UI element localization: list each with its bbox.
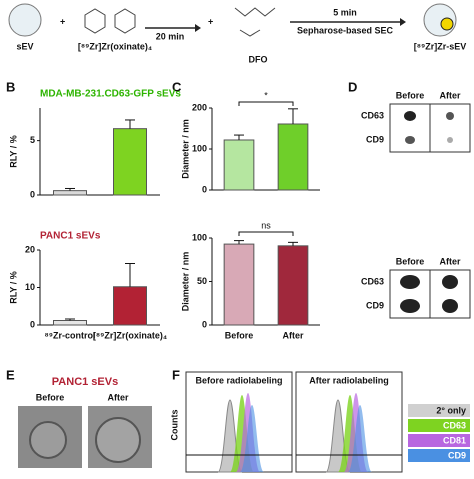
blot-dot	[405, 136, 415, 144]
y-tick-label: 200	[192, 102, 207, 112]
scheme-label: [⁸⁹Zr]Zr(oxinate)₄	[78, 41, 152, 51]
axis-title: Diameter / nm	[180, 119, 190, 179]
panel-letter: F	[172, 367, 180, 382]
tem: PANC1 sEVs Before After	[18, 376, 152, 468]
blot-dot	[400, 299, 420, 313]
plus: +	[60, 16, 65, 26]
vesicle	[29, 421, 67, 459]
blot-dot	[442, 275, 458, 289]
legend-swatch	[408, 449, 470, 462]
y-tick-label: 20	[25, 244, 35, 254]
tem-title: PANC1 sEVs	[52, 376, 118, 388]
y-tick-label: 100	[192, 232, 207, 242]
flow-label: Before radiolabeling	[195, 375, 282, 385]
y-tick-label: 0	[202, 184, 207, 194]
blot-dot	[400, 275, 420, 289]
sev-icon	[8, 3, 42, 37]
tem-label: Before	[36, 392, 65, 402]
plus: +	[208, 16, 213, 26]
panel-letter: E	[6, 367, 15, 382]
legend-label: CD63	[443, 420, 466, 430]
legend-swatch	[408, 404, 470, 417]
axis-title: Diameter / nm	[180, 252, 190, 312]
panel-letter: D	[348, 79, 357, 94]
bar	[277, 123, 309, 191]
radio-icon	[440, 17, 454, 31]
annotation: *	[264, 90, 268, 100]
x-tick-label: Before	[225, 330, 254, 340]
annotation: ns	[261, 220, 271, 230]
panel-letter: C	[172, 79, 182, 94]
x-tick-label: ⁸⁹Zr-control	[44, 330, 95, 340]
arrow-head	[400, 18, 406, 26]
bar	[53, 320, 87, 326]
axis-title: RLY / %	[8, 135, 18, 168]
tem-label: After	[107, 392, 128, 402]
scheme: sEV + [⁸⁹Zr]Zr(oxinate)₄ 20 min + DFO 5 …	[8, 3, 467, 64]
panel-letter: B	[6, 79, 15, 94]
legend-swatch	[408, 434, 470, 447]
blot-label: CD63	[361, 276, 384, 286]
bar	[223, 243, 255, 326]
blot-label: After	[439, 256, 460, 266]
y-tick-label: 10	[25, 282, 35, 292]
vesicle	[95, 417, 141, 463]
blot-label: CD9	[366, 300, 384, 310]
y-tick-label: 0	[30, 189, 35, 199]
y-tick-label: 0	[30, 319, 35, 329]
legend-label: CD81	[443, 435, 466, 445]
arrow-head	[195, 24, 201, 32]
x-tick-label: After	[282, 330, 303, 340]
bar	[113, 128, 147, 196]
axis-title: Counts	[169, 410, 179, 441]
bar	[113, 286, 147, 326]
flow-label: After radiolabeling	[309, 375, 389, 385]
scheme-label: Sepharose-based SEC	[297, 25, 394, 35]
blot-label: Before	[396, 256, 425, 266]
scheme-label: 5 min	[333, 7, 357, 17]
bar	[223, 139, 255, 191]
blot-dot	[446, 112, 454, 120]
dfo-icon	[234, 7, 276, 37]
blot-dot	[447, 137, 453, 143]
blot-dot	[404, 111, 416, 121]
y-tick-label: 5	[30, 135, 35, 145]
scheme-label: DFO	[249, 54, 268, 64]
y-tick-label: 100	[192, 143, 207, 153]
blot-label: CD63	[361, 110, 384, 120]
blot-label: After	[439, 90, 460, 100]
y-tick-label: 50	[197, 276, 207, 286]
chart-title: PANC1 sEVs	[40, 231, 101, 242]
blot-label: CD9	[366, 134, 384, 144]
blot-label: Before	[396, 90, 425, 100]
chart-title: MDA-MB-231.CD63-GFP sEVs	[40, 89, 181, 100]
x-tick-label: [⁸⁹Zr]Zr(oxinate)₄	[93, 330, 167, 340]
significance-bracket	[238, 231, 294, 236]
legend-swatch	[408, 419, 470, 432]
blots: Before After CD63 CD9 Before After CD63 …	[361, 90, 471, 319]
oxinate-icon	[84, 8, 136, 34]
flow: Counts Before radiolabeling After radiol…	[169, 371, 470, 473]
axis-title: RLY / %	[8, 271, 18, 304]
significance-bracket	[238, 101, 294, 106]
scheme-label: [⁸⁹Zr]Zr-sEV	[414, 41, 467, 51]
legend-label: CD9	[448, 450, 466, 460]
bar	[53, 190, 87, 196]
scheme-label: sEV	[16, 41, 33, 51]
scheme-label: 20 min	[156, 31, 185, 41]
legend-label: 2° only	[436, 405, 466, 415]
bar	[277, 245, 309, 326]
blot-dot	[442, 299, 458, 313]
y-tick-label: 0	[202, 319, 207, 329]
